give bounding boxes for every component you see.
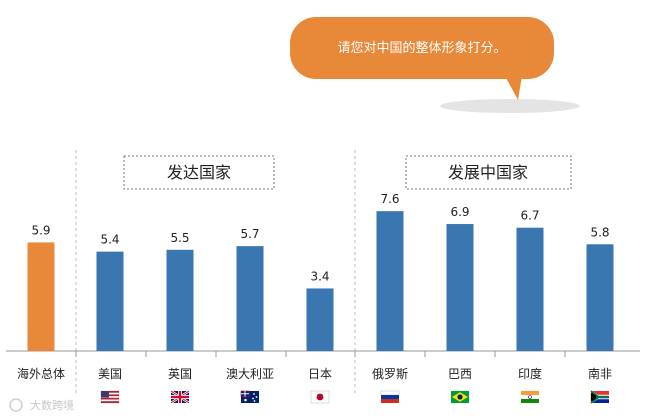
- value-label: 5.4: [100, 233, 119, 247]
- bar: [96, 251, 124, 351]
- category-label: 俄罗斯: [372, 367, 408, 381]
- australia-flag: [240, 390, 259, 403]
- bar: [376, 211, 404, 351]
- value-label: 7.6: [380, 192, 399, 206]
- bar: [27, 242, 55, 351]
- group-label-developing: 发展中国家: [405, 155, 572, 190]
- us-flag: [100, 390, 120, 404]
- bar: [446, 224, 474, 351]
- south-africa-flag: [590, 390, 610, 404]
- group-label-developed: 发达国家: [123, 155, 275, 190]
- value-label: 5.9: [31, 223, 50, 237]
- svg-text:大数跨境: 大数跨境: [30, 398, 74, 412]
- value-label: 5.7: [240, 227, 259, 241]
- category-label: 日本: [308, 367, 332, 381]
- value-label: 6.9: [450, 205, 469, 219]
- value-label: 6.7: [520, 209, 539, 223]
- bar: [166, 249, 194, 351]
- speech-bubble: 请您对中国的整体形象打分。: [290, 17, 580, 113]
- bar: [236, 246, 264, 351]
- category-label: 印度: [518, 366, 542, 381]
- category-label: 海外总体: [17, 366, 65, 381]
- svg-text:发展中国家: 发展中国家: [448, 163, 528, 182]
- bar: [516, 227, 544, 351]
- value-label: 5.5: [170, 231, 189, 245]
- svg-text:发达国家: 发达国家: [167, 163, 231, 182]
- category-label: 南非: [588, 366, 612, 381]
- value-label: 3.4: [310, 269, 329, 283]
- brazil-flag: [451, 391, 469, 403]
- bar: [306, 288, 334, 351]
- category-label: 澳大利亚: [226, 367, 274, 381]
- uk-flag: [170, 390, 190, 404]
- watermark: 大数跨境: [9, 398, 74, 412]
- category-label: 英国: [168, 367, 192, 381]
- category-label: 巴西: [448, 367, 472, 381]
- bar: [586, 244, 614, 351]
- value-label: 5.8: [590, 225, 609, 239]
- russia-flag: [380, 390, 400, 403]
- japan-flag: [310, 390, 330, 404]
- category-label: 美国: [98, 367, 122, 381]
- india-flag: [521, 391, 539, 403]
- bubble-text: 请您对中国的整体形象打分。: [337, 40, 506, 56]
